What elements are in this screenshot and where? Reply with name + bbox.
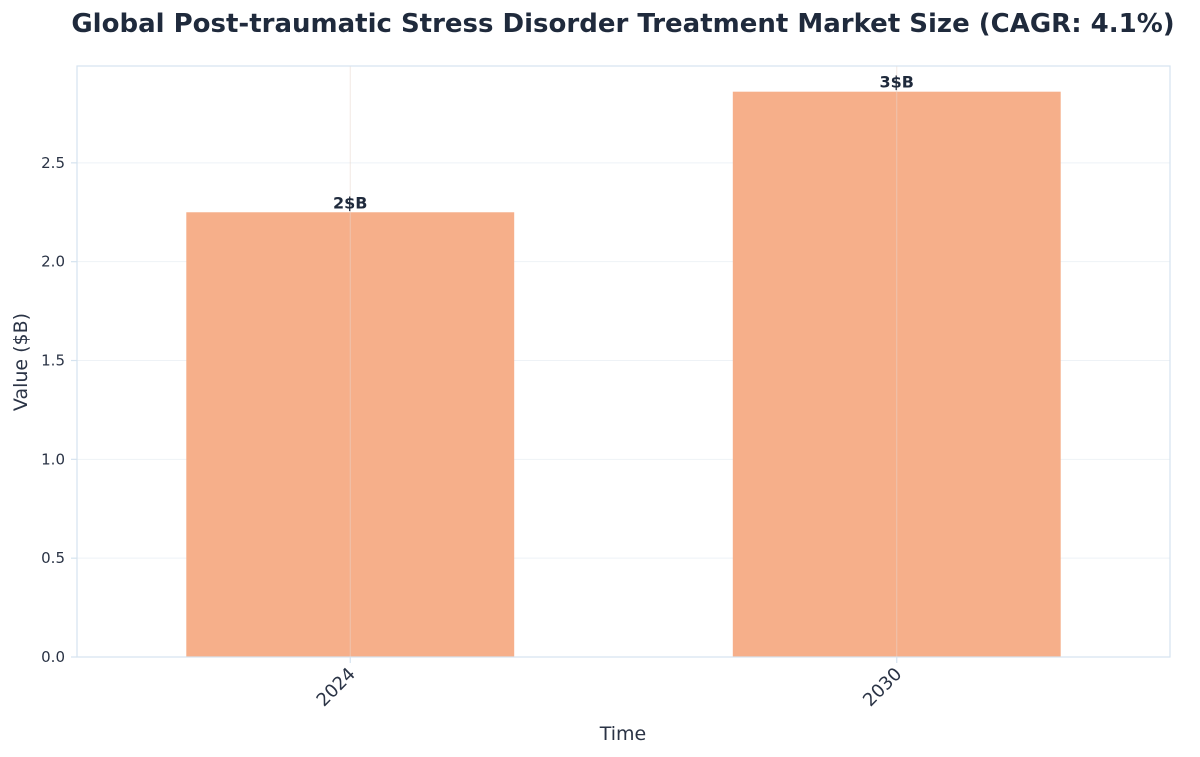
y-tick-label: 2.5 <box>41 154 65 172</box>
plot-frame <box>76 65 1171 658</box>
y-tick-label: 0.0 <box>41 648 65 666</box>
data-labels: 2$B 3$B <box>333 73 914 213</box>
x-tick-label: 2030 <box>859 664 906 711</box>
y-tick-label: 1.0 <box>41 450 65 468</box>
y-axis-label: Value ($B) <box>10 313 32 411</box>
y-tick-label: 2.0 <box>41 253 65 271</box>
x-axis-ticks: 2024 2030 <box>313 657 906 711</box>
data-label: 3$B <box>880 73 914 92</box>
y-axis-ticks: 0.0 0.5 1.0 1.5 2.0 2.5 <box>41 154 77 666</box>
chart-title: Global Post-traumatic Stress Disorder Tr… <box>71 9 1174 39</box>
y-tick-label: 1.5 <box>41 352 65 370</box>
vertical-grid-lines <box>349 66 898 657</box>
x-tick-label: 2024 <box>313 664 360 711</box>
bars <box>186 91 1061 657</box>
x-axis-label: Time <box>599 723 647 745</box>
y-tick-label: 0.5 <box>41 549 65 567</box>
data-label: 2$B <box>333 193 367 212</box>
